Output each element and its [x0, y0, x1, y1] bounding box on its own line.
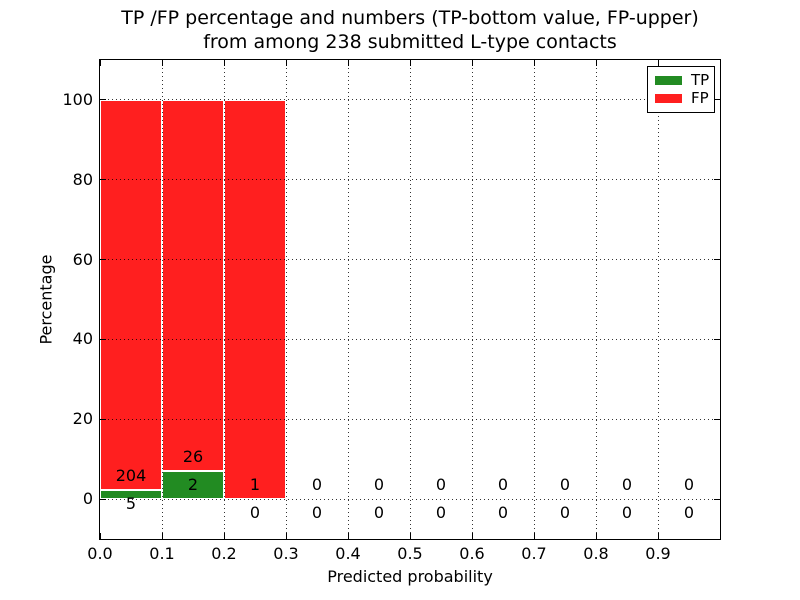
x-tick-mark-top [533, 60, 535, 66]
fp-count-label: 0 [311, 475, 323, 495]
x-tick-mark-top [285, 60, 287, 66]
y-tick-label: 40 [72, 329, 93, 349]
tp-count-label: 0 [497, 503, 509, 523]
chart-title-line2: from among 238 submitted L-type contacts [203, 31, 617, 53]
tp-count-label: 0 [373, 503, 385, 523]
y-tick-label: 20 [72, 409, 93, 429]
fp-count-label: 1 [249, 475, 261, 495]
fp-bar-segment [162, 99, 224, 471]
x-tick-mark-top [347, 60, 349, 66]
y-tick-mark-right [714, 498, 720, 500]
y-tick-label: 60 [72, 249, 93, 269]
x-tick-label: 0.1 [149, 544, 175, 563]
fp-count-label: 26 [182, 446, 204, 466]
tp-count-label: 5 [125, 493, 137, 513]
x-tick-label: 0.2 [211, 544, 237, 563]
y-tick-mark-left [100, 418, 106, 420]
x-tick-label: 0.4 [335, 544, 361, 563]
x-tick-label: 0.3 [273, 544, 299, 563]
x-tick-mark-bottom [99, 533, 101, 539]
x-tick-label: 0.7 [521, 544, 547, 563]
tp-count-label: 0 [435, 503, 447, 523]
x-tick-mark-top [409, 60, 411, 66]
fp-count-label: 0 [435, 475, 447, 495]
plot-area: TP FP 204 5 26 2 1 0 0 0 0 0 0 0 0 0 0 0 0 0 0 0 [99, 59, 721, 540]
x-tick-mark-top [595, 60, 597, 66]
x-tick-mark-top [99, 60, 101, 66]
tp-count-label: 0 [683, 503, 695, 523]
tp-count-label: 0 [559, 503, 571, 523]
legend-item: TP [655, 70, 714, 89]
x-tick-mark-top [223, 60, 225, 66]
x-tick-label: 0.5 [397, 544, 423, 563]
y-tick-label: 80 [72, 169, 93, 189]
tp-count-label: 0 [621, 503, 633, 523]
tp-count-label: 2 [187, 474, 199, 494]
vertical-gridline [409, 60, 411, 539]
x-tick-label: 0.0 [87, 544, 113, 563]
legend-item-label: TP [691, 70, 710, 89]
x-tick-mark-bottom [657, 533, 659, 539]
y-axis-label: Percentage [36, 254, 56, 345]
x-tick-mark-top [657, 60, 659, 66]
x-tick-mark-bottom [533, 533, 535, 539]
x-tick-label: 0.8 [583, 544, 609, 563]
y-tick-mark-left [100, 338, 106, 340]
vertical-gridline [223, 60, 225, 539]
x-tick-mark-top [471, 60, 473, 66]
tp-count-label: 0 [249, 503, 261, 523]
legend: TP FP [647, 66, 715, 113]
chart-title: TP /FP percentage and numbers (TP-bottom… [100, 6, 720, 54]
vertical-gridline [285, 60, 287, 539]
fp-count-label: 0 [559, 475, 571, 495]
y-tick-label: 100 [62, 89, 93, 109]
y-tick-label: 0 [82, 489, 93, 509]
x-tick-mark-bottom [285, 533, 287, 539]
vertical-gridline [595, 60, 597, 539]
fp-count-label: 0 [497, 475, 509, 495]
vertical-gridline [471, 60, 473, 539]
x-tick-label: 0.9 [645, 544, 671, 563]
x-tick-label: 0.6 [459, 544, 485, 563]
y-tick-mark-left [100, 99, 106, 101]
x-tick-mark-top [161, 60, 163, 66]
x-tick-mark-bottom [409, 533, 411, 539]
y-tick-mark-left [100, 259, 106, 261]
fp-bar-segment [224, 99, 286, 500]
fp-bar-segment [100, 99, 162, 490]
vertical-gridline [347, 60, 349, 539]
x-tick-mark-bottom [595, 533, 597, 539]
y-tick-mark-right [714, 259, 720, 261]
x-axis-label: Predicted probability [327, 567, 493, 586]
x-tick-mark-bottom [161, 533, 163, 539]
y-tick-mark-left [100, 179, 106, 181]
tp-bar-segment [162, 470, 224, 500]
chart-title-line1: TP /FP percentage and numbers (TP-bottom… [121, 7, 699, 29]
vertical-gridline [657, 60, 659, 539]
fp-count-label: 0 [683, 475, 695, 495]
tp-legend-swatch-icon [655, 75, 682, 85]
fp-count-label: 0 [621, 475, 633, 495]
y-tick-mark-left [100, 498, 106, 500]
tp-count-label: 0 [311, 503, 323, 523]
vertical-gridline [161, 60, 163, 539]
fp-count-label: 0 [373, 475, 385, 495]
fp-count-label: 204 [115, 465, 147, 485]
y-tick-mark-right [714, 338, 720, 340]
y-tick-mark-right [714, 99, 720, 101]
y-tick-mark-right [714, 418, 720, 420]
x-tick-mark-bottom [471, 533, 473, 539]
fp-legend-swatch-icon [655, 94, 682, 104]
legend-item-label: FP [691, 89, 709, 108]
legend-item: FP [655, 91, 714, 106]
y-tick-mark-right [714, 179, 720, 181]
x-tick-mark-bottom [347, 533, 349, 539]
vertical-gridline [533, 60, 535, 539]
x-tick-mark-bottom [223, 533, 225, 539]
